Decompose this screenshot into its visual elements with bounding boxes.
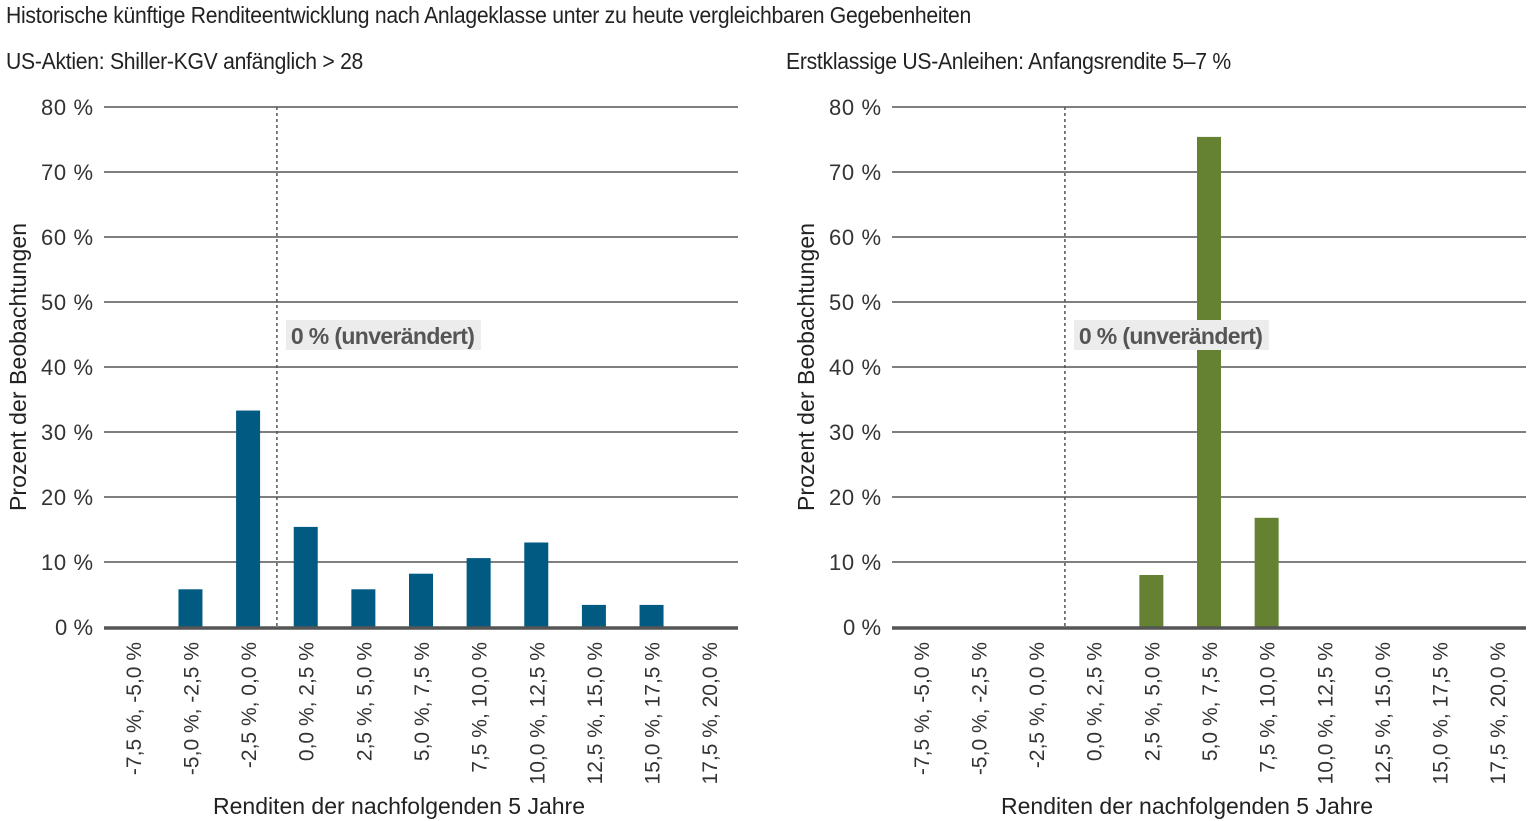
x-tick-label: 12,5 %, 15,0 % <box>584 642 607 784</box>
x-tick-label: 12,5 %, 15,0 % <box>1372 642 1395 784</box>
bar <box>1197 136 1221 627</box>
x-tick-label: 7,5 %, 10,0 % <box>469 642 492 773</box>
bar <box>581 604 606 627</box>
y-tick-label: 40 % <box>41 355 93 380</box>
x-axis-title: Renditen der nachfolgenden 5 Jahre <box>1001 793 1373 819</box>
y-tick-label: 0 % <box>55 615 93 640</box>
reference-label-bg <box>285 320 481 350</box>
y-tick-label: 20 % <box>829 485 881 510</box>
x-tick-label: 15,0 %, 17,5 % <box>1430 642 1453 784</box>
y-axis-title: Prozent der Beobachtungen <box>5 223 31 511</box>
left-chart-title: US-Aktien: Shiller-KGV anfänglich > 28 <box>6 48 364 74</box>
y-tick-label: 80 % <box>829 95 881 120</box>
x-tick-label: 0,0 %, 2,5 % <box>1084 642 1107 761</box>
reference-label: 0 % (unverändert) <box>291 323 475 349</box>
x-tick-label: 10,0 %, 12,5 % <box>1314 642 1337 784</box>
x-tick-label: 17,5 %, 20,0 % <box>699 642 722 784</box>
y-tick-label: 50 % <box>829 290 881 315</box>
y-tick-label: 60 % <box>829 225 881 250</box>
bar <box>236 410 261 627</box>
x-tick-label: 17,5 %, 20,0 % <box>1487 642 1510 784</box>
y-tick-label: 10 % <box>829 550 881 575</box>
x-tick-label: 10,0 %, 12,5 % <box>526 642 549 784</box>
x-tick-label: -7,5 %, -5,0 % <box>911 642 934 775</box>
y-tick-label: 60 % <box>41 225 93 250</box>
y-tick-label: 70 % <box>829 160 881 185</box>
x-tick-label: 2,5 %, 5,0 % <box>353 642 376 761</box>
y-tick-label: 30 % <box>41 420 93 445</box>
x-tick-label: -7,5 %, -5,0 % <box>123 642 146 775</box>
left-chart: 0 % 10 % 20 % 30 % 40 % 50 % 60 % 70 % 80 % 0 % (… <box>5 95 738 819</box>
bar <box>409 573 433 627</box>
x-tick-label: 5,0 %, 7,5 % <box>1199 642 1222 761</box>
x-tick-label: 15,0 %, 17,5 % <box>642 642 665 784</box>
bar <box>293 526 318 627</box>
bar <box>1139 575 1164 627</box>
y-tick-label: 80 % <box>41 95 93 120</box>
x-tick-label: -2,5 %, 0,0 % <box>238 642 261 768</box>
x-tick-label: -5,0 %, -2,5 % <box>180 642 203 775</box>
figure-title: Historische künftige Renditeentwicklung … <box>6 2 971 28</box>
x-tick-label: -5,0 %, -2,5 % <box>968 642 991 775</box>
reference-label-bg <box>1073 320 1269 350</box>
x-tick-label: 0,0 %, 2,5 % <box>296 642 319 761</box>
bar <box>351 589 376 627</box>
x-axis-title: Renditen der nachfolgenden 5 Jahre <box>213 793 585 819</box>
bar <box>1254 517 1279 627</box>
y-tick-label: 40 % <box>829 355 881 380</box>
y-axis-title: Prozent der Beobachtungen <box>793 223 819 511</box>
reference-label: 0 % (unverändert) <box>1079 323 1263 349</box>
bar <box>524 542 549 627</box>
bar <box>466 558 491 627</box>
y-tick-label: 30 % <box>829 420 881 445</box>
y-tick-label: 70 % <box>41 160 93 185</box>
right-chart: 0 % 10 % 20 % 30 % 40 % 50 % 60 % 70 % 80 % 0 % (… <box>793 95 1526 819</box>
bar <box>639 604 664 627</box>
bar <box>178 589 203 627</box>
y-tick-label: 50 % <box>41 290 93 315</box>
x-tick-label: 5,0 %, 7,5 % <box>411 642 434 761</box>
y-tick-label: 10 % <box>41 550 93 575</box>
x-tick-label: -2,5 %, 0,0 % <box>1026 642 1049 768</box>
x-tick-label: 2,5 %, 5,0 % <box>1141 642 1164 761</box>
x-tick-label: 7,5 %, 10,0 % <box>1257 642 1280 773</box>
right-chart-title: Erstklassige US-Anleihen: Anfangsrendite… <box>786 48 1231 74</box>
y-tick-label: 0 % <box>843 615 881 640</box>
y-tick-label: 20 % <box>41 485 93 510</box>
